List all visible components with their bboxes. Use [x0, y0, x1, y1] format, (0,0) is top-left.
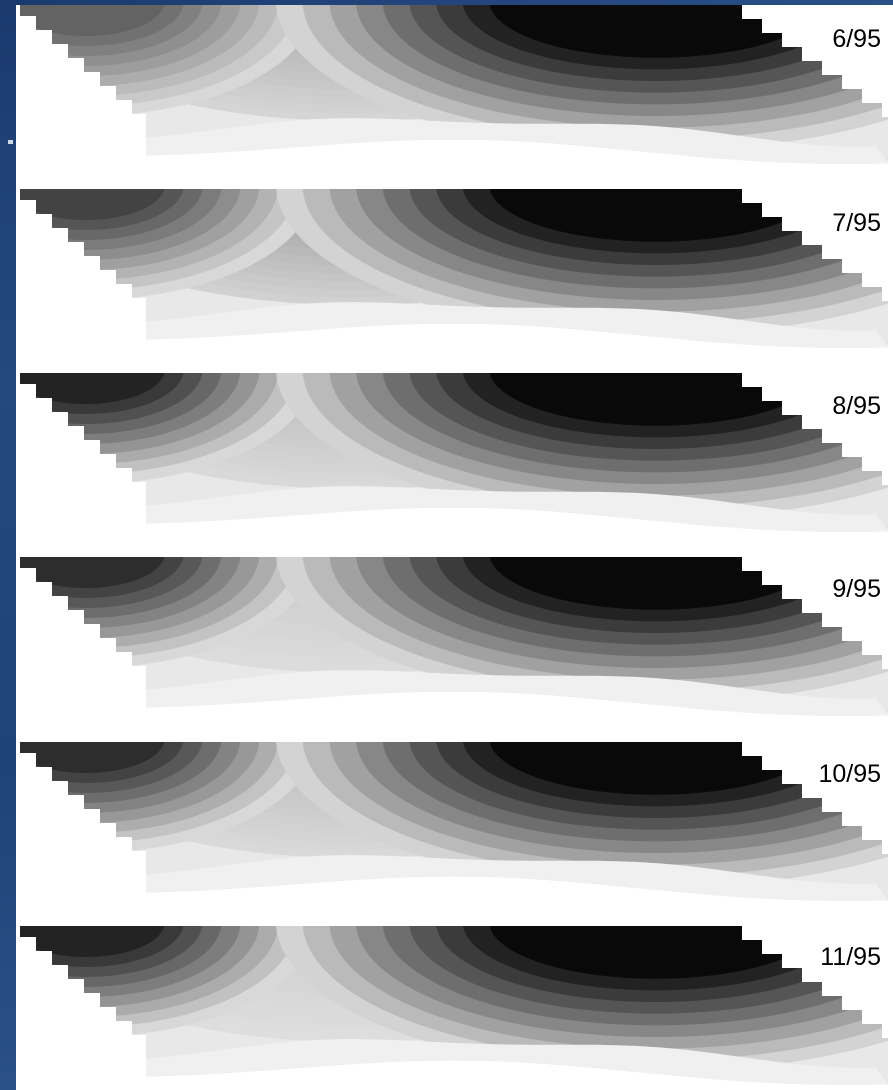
- contour-plot-6: [16, 926, 888, 1090]
- contour-band-left: [16, 373, 165, 404]
- contour-band-left: [16, 742, 165, 773]
- contour-band-left: [16, 926, 165, 957]
- contour-band-right: [489, 557, 823, 610]
- panel-date-label-4: 9/95: [832, 575, 881, 603]
- panel-date-label-1: 6/95: [832, 25, 881, 53]
- contour-band-right: [489, 189, 823, 242]
- contour-band-left: [16, 5, 165, 36]
- contour-band-right: [489, 5, 823, 58]
- frame-left-border: [0, 0, 16, 1090]
- frame-tick-mark: [8, 140, 13, 144]
- contour-band-right: [489, 742, 823, 795]
- contour-band-left: [16, 189, 165, 220]
- contour-plot-4: [16, 557, 888, 722]
- contour-plot-3: [16, 373, 888, 538]
- panel-date-label-5: 10/95: [818, 760, 881, 788]
- contour-plot-5: [16, 742, 888, 907]
- panel-date-label-3: 8/95: [832, 392, 881, 420]
- contour-plot-2: [16, 189, 888, 354]
- panel-date-label-6: 11/95: [820, 943, 881, 971]
- contour-band-right: [489, 373, 823, 426]
- contour-band-right: [489, 926, 823, 979]
- frame-top-border: [0, 0, 893, 5]
- panel-date-label-2: 7/95: [832, 209, 881, 237]
- contour-plot-1: [16, 5, 888, 170]
- contour-panel-stack: 6/95 7/95 8/95 9/95 10/95 11/95: [16, 5, 893, 1090]
- contour-band-left: [16, 557, 165, 588]
